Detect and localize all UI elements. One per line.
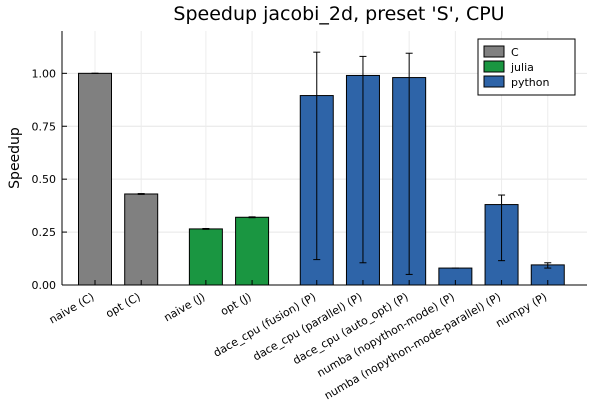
y-tick-label: 0.00 — [32, 279, 57, 292]
legend-label: julia — [510, 61, 534, 74]
legend-swatch — [483, 60, 505, 73]
x-tick-label: numpy (P) — [494, 290, 550, 330]
axes — [61, 31, 587, 286]
x-tick-label: naive (J) — [162, 290, 208, 324]
bar — [188, 228, 223, 286]
legend-swatch — [483, 45, 505, 58]
y-tick-labels: 0.00 0.25 0.50 0.75 1.00 — [32, 67, 57, 292]
bar — [124, 193, 159, 286]
legend-swatch — [483, 75, 505, 88]
error-bars — [91, 51, 552, 275]
x-tick-label: opt (J) — [218, 290, 253, 318]
legend-label: python — [511, 76, 550, 89]
bar — [235, 216, 270, 286]
x-tick-label: naive (C) — [47, 290, 97, 326]
legend-label: C — [511, 46, 519, 59]
chart-title: Speedup jacobi_2d, preset 'S', CPU — [173, 3, 504, 25]
y-tick-label: 0.75 — [32, 120, 57, 133]
x-tick-labels: naive (C) opt (C) naive (J) opt (J)dace_cpu… — [47, 290, 549, 400]
y-tick-label: 1.00 — [32, 67, 57, 80]
y-axis-title: Speedup — [7, 127, 23, 189]
y-tick-label: 0.50 — [32, 173, 57, 186]
bar — [78, 72, 112, 286]
y-tick-label: 0.25 — [32, 226, 57, 239]
x-tick-label: opt (C) — [103, 290, 142, 320]
